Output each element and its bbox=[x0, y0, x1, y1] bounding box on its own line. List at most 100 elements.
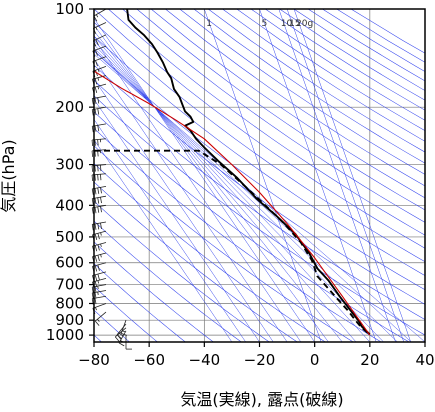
wind-barb-flag bbox=[91, 286, 94, 293]
mixing-ratio-line bbox=[286, 9, 405, 342]
moist-adiabat-line bbox=[94, 78, 274, 342]
x-tick-label: −60 bbox=[133, 351, 165, 369]
wind-barb-halfflag bbox=[100, 254, 102, 258]
mixing-ratio-label: 10 bbox=[281, 19, 293, 29]
moist-adiabat-line bbox=[94, 44, 384, 342]
wind-barb-flag bbox=[94, 281, 98, 288]
wind-barb-flag bbox=[118, 342, 125, 347]
mixing-ratio-line bbox=[293, 9, 411, 342]
wind-barb-halfflag bbox=[97, 291, 99, 296]
wind-barb-staff bbox=[95, 311, 107, 322]
wind-barb-staff bbox=[93, 34, 107, 42]
wind-barb-flag bbox=[100, 187, 102, 194]
moist-adiabat-line bbox=[94, 139, 233, 342]
wind-barb-flag bbox=[100, 165, 102, 172]
x-tick-label: 0 bbox=[310, 351, 320, 369]
wind-barb-flag bbox=[94, 165, 96, 172]
dry-adiabat-line bbox=[150, 9, 425, 199]
wind-barb-flag bbox=[94, 223, 97, 230]
wind-barb-halfflag bbox=[97, 319, 100, 322]
wind-barb-flag bbox=[91, 150, 93, 157]
wind-barb-staff bbox=[120, 320, 127, 334]
wind-barb-flag bbox=[100, 174, 102, 181]
grid-lines bbox=[93, 8, 426, 342]
moist-adiabat-line bbox=[94, 47, 398, 342]
wind-barb-flag bbox=[94, 255, 98, 262]
dry-adiabat-line bbox=[94, 220, 242, 342]
wind-barb-halfflag bbox=[97, 86, 100, 90]
moist-adiabat-line bbox=[94, 58, 288, 342]
wind-barb-flag bbox=[91, 207, 94, 214]
wind-barb-halfflag bbox=[122, 330, 126, 333]
moist-adiabat-line bbox=[94, 35, 357, 342]
moist-adiabat-line bbox=[94, 40, 370, 342]
dry-adiabat-line bbox=[94, 163, 326, 342]
dry-adiabat-line bbox=[94, 79, 425, 320]
wind-barb-flag bbox=[94, 97, 97, 105]
moist-adiabat-line bbox=[94, 17, 315, 342]
wind-barb-flag bbox=[97, 187, 100, 194]
wind-barb-flag bbox=[97, 125, 100, 132]
y-tick-label: 1000 bbox=[46, 326, 84, 344]
wind-barb-flag bbox=[94, 265, 98, 272]
wind-barb-flag bbox=[91, 165, 93, 172]
wind-barb-flag bbox=[94, 292, 97, 299]
wind-barb-halfflag bbox=[95, 14, 99, 18]
wind-barb-flag bbox=[91, 198, 94, 205]
wind-barb-flag bbox=[94, 188, 97, 195]
mixing-ratio-label: 5 bbox=[262, 19, 268, 29]
wind-barb-staff bbox=[118, 330, 127, 344]
dry-adiabat-line bbox=[94, 49, 425, 291]
wind-barb-flag bbox=[97, 244, 100, 251]
wind-barb-flag bbox=[116, 334, 122, 339]
x-tick-label: 40 bbox=[415, 351, 434, 369]
wind-barb-flag bbox=[91, 139, 93, 146]
wind-barb-flag bbox=[94, 109, 97, 116]
parcel-line bbox=[94, 70, 371, 336]
wind-barb-halfflag bbox=[97, 69, 100, 73]
dry-adiabat-line bbox=[94, 200, 270, 342]
wind-barb-flag bbox=[97, 197, 100, 204]
dry-adiabat-line bbox=[108, 9, 425, 236]
wind-barb-halfflag bbox=[100, 243, 102, 247]
wind-barb-flag bbox=[91, 292, 94, 299]
wind-barb-flag bbox=[97, 255, 100, 262]
moist-adiabat-line bbox=[94, 118, 246, 342]
moist-adiabat-line bbox=[94, 53, 425, 342]
wind-barb-flag bbox=[97, 139, 99, 146]
wind-barb-staff bbox=[93, 22, 107, 29]
wind-barb-staff bbox=[93, 8, 107, 17]
y-tick-label: 600 bbox=[55, 254, 84, 272]
data-series bbox=[94, 9, 371, 336]
wind-barb-flag bbox=[94, 233, 98, 240]
dry-adiabat-line bbox=[94, 111, 410, 342]
dry-adiabat-line bbox=[94, 21, 425, 262]
wind-barb-flag bbox=[94, 320, 100, 326]
y-tick-label: 500 bbox=[55, 228, 84, 246]
dry-adiabat-line bbox=[94, 241, 214, 342]
wind-barb-halfflag bbox=[97, 285, 99, 290]
wind-barb-flag bbox=[91, 109, 94, 116]
wind-barb-flag bbox=[94, 207, 97, 214]
wind-barb-halfflag bbox=[100, 232, 102, 236]
wind-barb-staff bbox=[92, 66, 107, 72]
tick-labels: −80 −60 −40 −20 0 20 40 100 200 300 400 500 600 70080… bbox=[46, 0, 435, 369]
y-tick-label: 100 bbox=[55, 0, 84, 18]
wind-barb-flag bbox=[121, 332, 127, 336]
dry-adiabat-line bbox=[193, 9, 425, 164]
wind-barb-flag bbox=[94, 86, 98, 93]
dry-adiabat-line bbox=[165, 9, 425, 187]
wind-barb-flag bbox=[91, 188, 94, 195]
wind-barb-flag bbox=[114, 336, 120, 342]
mixing-ratio-label: 1 bbox=[206, 19, 212, 29]
wind-barb-flag bbox=[100, 197, 102, 204]
wind-barb-halfflag bbox=[97, 77, 100, 81]
x-axis-label: 気温(実線), 露点(破線) bbox=[180, 390, 343, 409]
x-tick-label: −40 bbox=[189, 351, 221, 369]
wind-barb-flag bbox=[118, 332, 124, 337]
wind-barb-flag bbox=[100, 206, 102, 213]
dry-adiabat-line bbox=[336, 9, 425, 63]
wind-barb-flag bbox=[97, 206, 100, 213]
moist-adiabat-line bbox=[94, 38, 302, 342]
